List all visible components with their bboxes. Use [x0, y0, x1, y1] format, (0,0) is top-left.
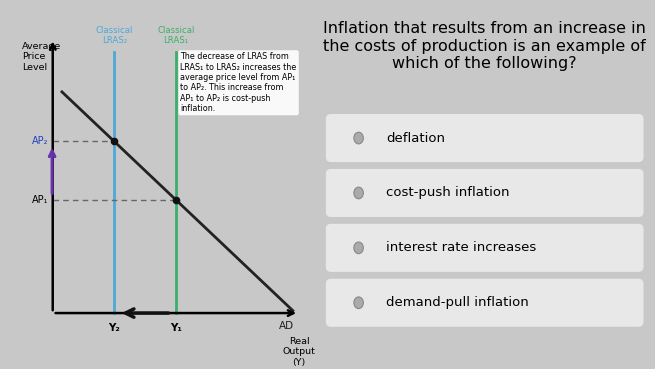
- FancyBboxPatch shape: [326, 224, 643, 272]
- Ellipse shape: [354, 187, 364, 199]
- Text: demand-pull inflation: demand-pull inflation: [386, 296, 529, 309]
- Text: Y₂: Y₂: [108, 323, 121, 333]
- Text: Classical
LRAS₂: Classical LRAS₂: [96, 26, 133, 45]
- Ellipse shape: [354, 297, 364, 308]
- Text: AP₁: AP₁: [31, 195, 48, 205]
- Text: interest rate increases: interest rate increases: [386, 241, 536, 254]
- FancyBboxPatch shape: [326, 114, 643, 162]
- FancyBboxPatch shape: [326, 169, 643, 217]
- Text: Inflation that results from an increase in
the costs of production is an example: Inflation that results from an increase …: [324, 21, 646, 71]
- Text: AP₂: AP₂: [31, 137, 48, 146]
- Text: Y₁: Y₁: [170, 323, 182, 333]
- Text: cost-push inflation: cost-push inflation: [386, 186, 510, 200]
- Text: Real
Output
(Y): Real Output (Y): [282, 337, 316, 367]
- Ellipse shape: [354, 242, 364, 254]
- Text: The decrease of LRAS from
LRAS₁ to LRAS₂ increases the
average price level from : The decrease of LRAS from LRAS₁ to LRAS₂…: [181, 52, 297, 113]
- Text: Classical
LRAS₁: Classical LRAS₁: [157, 26, 195, 45]
- Text: Average
Price
Level: Average Price Level: [22, 42, 61, 72]
- Ellipse shape: [354, 132, 364, 144]
- Text: deflation: deflation: [386, 131, 445, 145]
- FancyBboxPatch shape: [326, 279, 643, 327]
- Text: AD: AD: [279, 321, 294, 331]
